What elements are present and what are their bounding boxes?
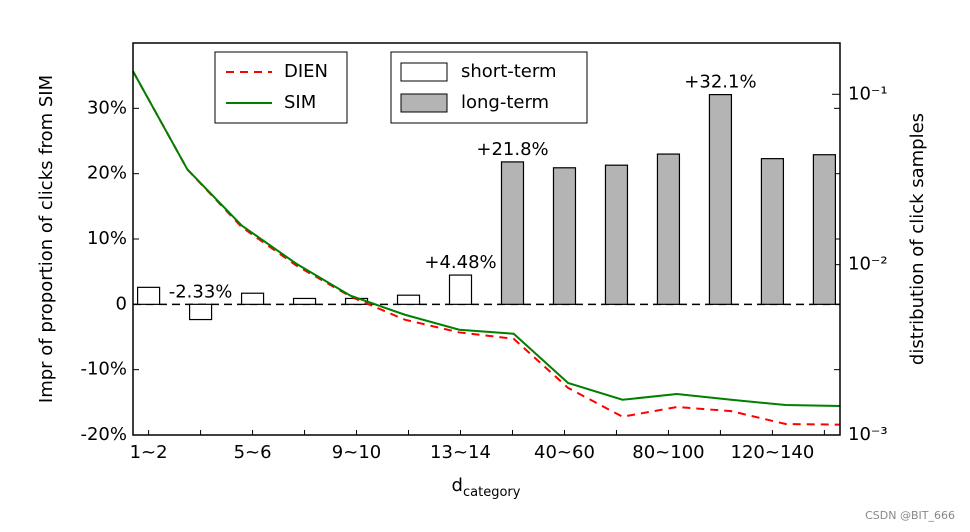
x-tick-label: 5~6 [234,442,272,463]
x-tick-label: 80~100 [632,442,704,463]
bar [500,161,525,305]
y-tick-label: 10% [87,228,127,249]
y2-tick-label: 10⁻¹ [848,83,888,104]
y-tick-label: 20% [87,163,127,184]
plot-frame [132,42,841,436]
bar [448,274,473,305]
bar [136,286,161,305]
x-axis-label-main: d [452,475,463,496]
x-axis-label: dcategory [452,475,521,500]
watermark: CSDN @BIT_666 [865,509,955,522]
x-axis-label-sub: category [463,485,521,500]
y-tick-label: -10% [80,359,127,380]
value-label: -2.33% [169,281,233,302]
line-series [132,70,841,426]
x-tick-label: 40~60 [534,442,595,463]
legend-label: long-term [461,92,549,113]
y2-axis-label: distribution of click samples [907,113,928,365]
value-label: +21.8% [476,139,548,160]
y-tick-label: 30% [87,97,127,118]
bar [188,303,213,321]
y-tick-label: -20% [80,424,127,445]
bar [604,164,629,305]
line-series [132,70,841,407]
bar [708,94,733,305]
y-axis-label: Impr of proportion of clicks from SIM [36,75,57,403]
y2-tick-label: 10⁻² [848,254,888,275]
legend-box [214,51,348,124]
legend-label: SIM [284,92,316,113]
legend-label: short-term [461,61,557,82]
value-label: +4.48% [424,252,496,273]
y-tick-label: 0 [116,293,127,314]
bar [656,153,681,305]
bar [760,158,785,305]
y2-tick-label: 10⁻³ [848,424,888,445]
bar [812,154,837,305]
x-tick-label: 1~2 [130,442,168,463]
bar [396,294,421,305]
x-tick-label: 9~10 [332,442,381,463]
legend-swatch [400,93,448,113]
bar [240,292,265,305]
value-label: +32.1% [684,72,756,93]
legend-label: DIEN [284,61,328,82]
bar [292,297,317,305]
bar [552,167,577,305]
x-tick-label: 120~140 [731,442,815,463]
legend-swatch [400,62,448,82]
x-tick-label: 13~14 [430,442,491,463]
